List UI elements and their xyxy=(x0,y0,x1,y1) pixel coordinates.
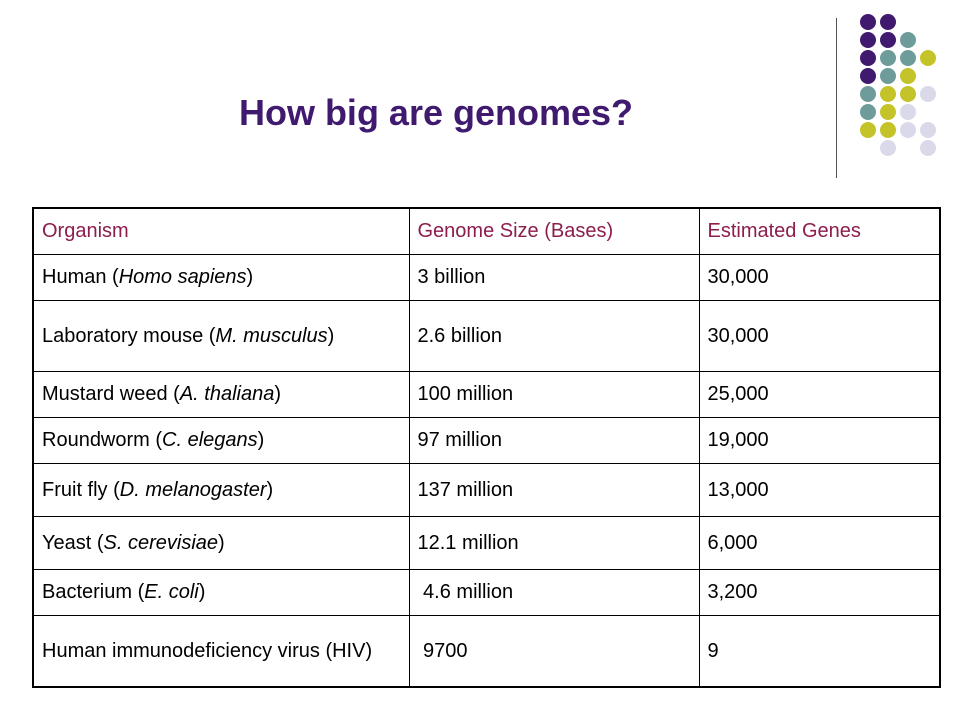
organism-species: E. coli xyxy=(144,581,199,603)
organism-close-paren: ) xyxy=(218,531,225,554)
table-row: Laboratory mouse (M. musculus) 2.6 billio… xyxy=(32,300,941,372)
genome-size-cell: 9700 xyxy=(408,615,700,688)
organism-species: S. cerevisiae xyxy=(103,531,219,554)
genome-size-cell: 137 million xyxy=(408,463,700,517)
table-row: Roundworm (C. elegans) 97 million 19,000 xyxy=(32,417,941,464)
divider-line xyxy=(836,18,837,178)
table-row: Mustard weed (A. thaliana) 100 million 25,… xyxy=(32,371,941,418)
organism-species: Homo sapiens xyxy=(118,266,247,288)
genome-size-cell: 97 million xyxy=(408,417,700,464)
organism-close-paren: ) xyxy=(257,429,265,451)
decorative-dot xyxy=(920,140,936,156)
organism-close-paren: ) xyxy=(198,581,206,603)
decorative-dot xyxy=(860,86,876,102)
organism-cell: Laboratory mouse (M. musculus) xyxy=(32,300,410,372)
organism-close-paren: ) xyxy=(246,266,254,288)
table-row: Fruit fly (D. melanogaster) 137 million 13… xyxy=(32,463,941,517)
organism-cell: Yeast (S. cerevisiae) xyxy=(32,516,410,570)
decorative-dot xyxy=(880,32,896,48)
table-row: Human (Homo sapiens) 3 billion 30,000 xyxy=(32,254,941,301)
organism-name: Roundworm ( xyxy=(42,429,163,451)
header-estimated-genes: Estimated Genes xyxy=(698,207,941,255)
decorative-dot xyxy=(880,14,896,30)
slide-title: How big are genomes? xyxy=(238,92,634,133)
organism-name: Laboratory mouse ( xyxy=(42,324,216,347)
organism-name: Human immunodeficiency virus (HIV) xyxy=(42,639,373,662)
organism-cell: Bacterium (E. coli) xyxy=(32,569,410,616)
organism-cell: Roundworm (C. elegans) xyxy=(32,417,410,464)
estimated-genes-cell: 3,200 xyxy=(698,569,941,616)
decorative-dot xyxy=(920,50,936,66)
organism-close-paren: ) xyxy=(266,478,274,501)
estimated-genes-cell: 6,000 xyxy=(698,516,941,570)
genome-size-cell: 12.1 million xyxy=(408,516,700,570)
decorative-dot xyxy=(900,86,916,102)
estimated-genes-cell: 9 xyxy=(698,615,941,688)
organism-cell: Mustard weed (A. thaliana) xyxy=(32,371,410,418)
organism-close-paren: ) xyxy=(327,324,335,347)
decorative-dot xyxy=(920,122,936,138)
decorative-dot xyxy=(900,122,916,138)
estimated-genes-cell: 30,000 xyxy=(698,254,941,301)
organism-cell: Human (Homo sapiens) xyxy=(32,254,410,301)
decorative-dot xyxy=(880,86,896,102)
genome-size-cell: 2.6 billion xyxy=(408,300,700,372)
organism-species: D. melanogaster xyxy=(119,478,267,501)
decorative-dot xyxy=(900,104,916,120)
decorative-dot xyxy=(900,32,916,48)
table-header-row: Organism Genome Size (Bases) Estimated G… xyxy=(32,207,941,255)
estimated-genes-cell: 13,000 xyxy=(698,463,941,517)
decorative-dot xyxy=(880,104,896,120)
genome-size-cell: 100 million xyxy=(408,371,700,418)
header-genome-size: Genome Size (Bases) xyxy=(408,207,700,255)
decorative-dot xyxy=(900,50,916,66)
decorative-dot xyxy=(860,122,876,138)
organism-cell: Fruit fly (D. melanogaster) xyxy=(32,463,410,517)
table-row: Bacterium (E. coli) 4.6 million 3,200 xyxy=(32,569,941,616)
estimated-genes-cell: 19,000 xyxy=(698,417,941,464)
decorative-dot xyxy=(900,68,916,84)
genome-size-table: Organism Genome Size (Bases) Estimated G… xyxy=(32,207,941,688)
organism-species: C. elegans xyxy=(162,429,258,451)
organism-species: A. thaliana xyxy=(179,383,275,405)
decorative-dot xyxy=(920,86,936,102)
organism-name: Mustard weed ( xyxy=(42,383,180,405)
estimated-genes-cell: 25,000 xyxy=(698,371,941,418)
decorative-dot xyxy=(880,140,896,156)
table-row: Human immunodeficiency virus (HIV) 9700 9 xyxy=(32,615,941,688)
decorative-dot xyxy=(860,50,876,66)
organism-name: Fruit fly ( xyxy=(42,478,120,501)
estimated-genes-cell: 30,000 xyxy=(698,300,941,372)
organism-name: Yeast ( xyxy=(42,531,104,554)
decorative-dot xyxy=(880,50,896,66)
header-organism: Organism xyxy=(32,207,410,255)
organism-cell: Human immunodeficiency virus (HIV) xyxy=(32,615,410,688)
genome-size-cell: 3 billion xyxy=(408,254,700,301)
decorative-dot xyxy=(880,122,896,138)
decorative-dot xyxy=(860,68,876,84)
decorative-dot xyxy=(860,14,876,30)
table-row: Yeast (S. cerevisiae) 12.1 million 6,000 xyxy=(32,516,941,570)
organism-name: Human ( xyxy=(42,266,119,288)
organism-species: M. musculus xyxy=(215,324,328,347)
organism-close-paren: ) xyxy=(274,383,282,405)
decorative-dot xyxy=(860,32,876,48)
genome-size-cell: 4.6 million xyxy=(408,569,700,616)
decorative-dot-grid xyxy=(0,0,960,180)
decorative-dot xyxy=(860,104,876,120)
organism-name: Bacterium ( xyxy=(42,581,145,603)
decorative-dot xyxy=(880,68,896,84)
